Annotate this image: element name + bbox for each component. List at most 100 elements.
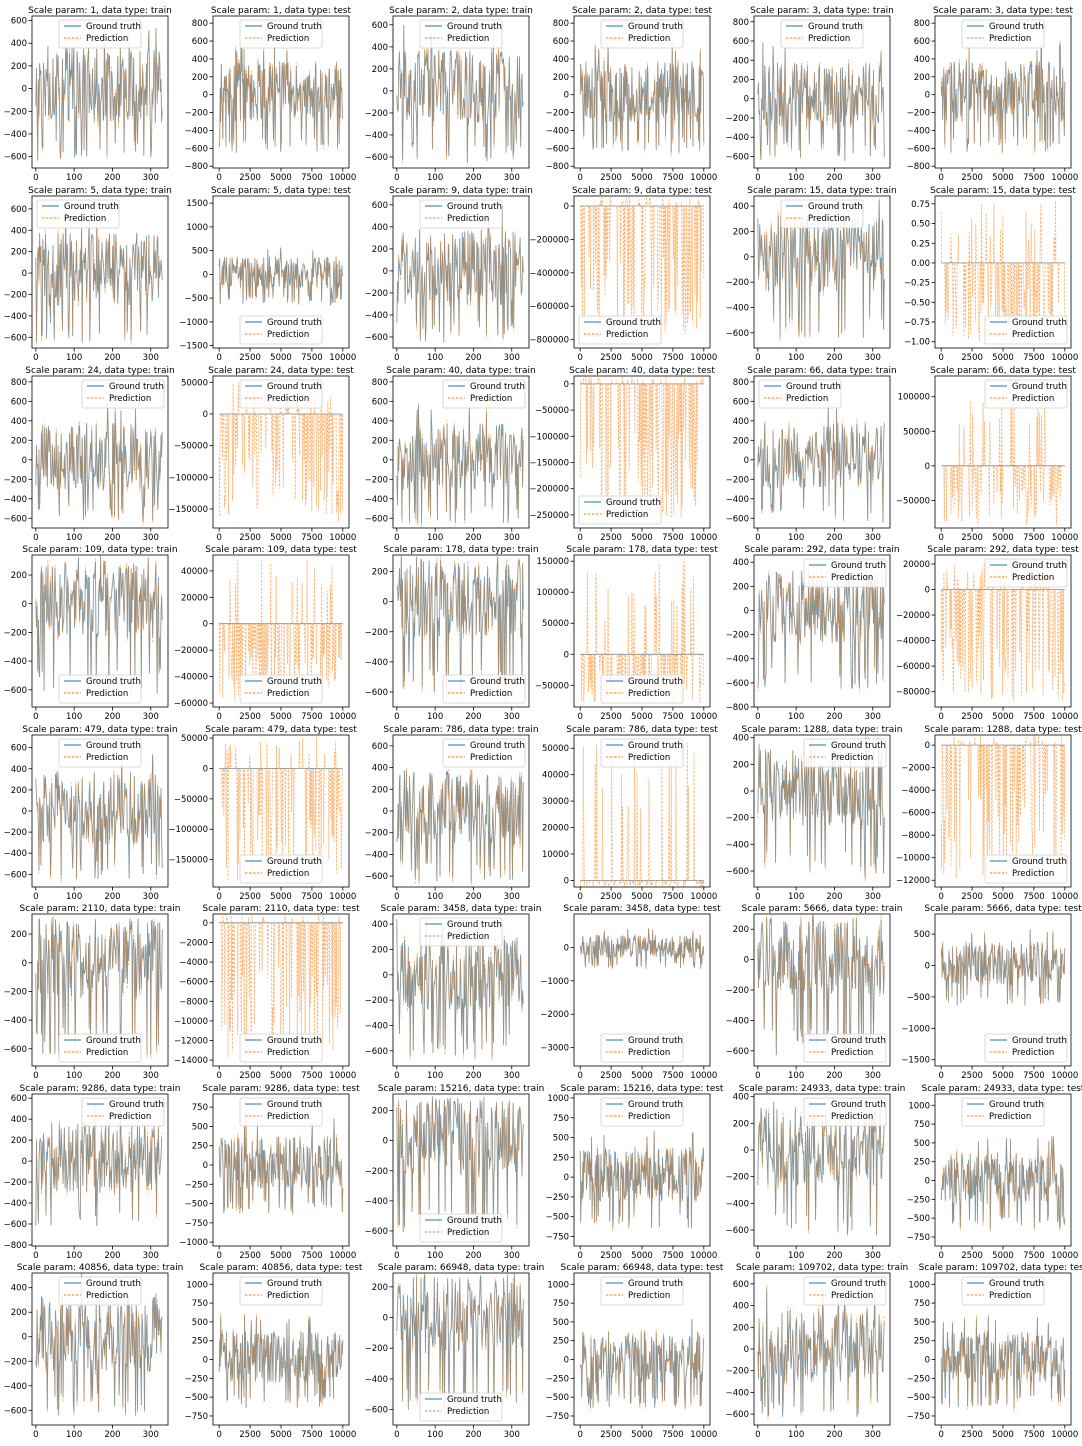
x-tick-label: 5000 <box>631 712 653 722</box>
subplot-title: Scale param: 2, data type: train <box>389 6 533 16</box>
legend-label: Prediction <box>267 1291 309 1301</box>
y-tick-label: −500 <box>185 294 208 304</box>
subplot-5: Scale param: 3, data type: train 0 100 200 3… <box>726 6 894 183</box>
subplot-35: Scale param: 5666, data type: train 0 100 2… <box>726 904 903 1081</box>
prediction-line <box>757 914 885 1056</box>
x-tick-label: 0 <box>33 1071 38 1081</box>
legend-label: Prediction <box>447 214 489 224</box>
y-tick-label: −600 <box>4 153 27 163</box>
subplot-48: Scale param: 109702, data type: test 0 250… <box>907 1263 1082 1440</box>
x-tick-label: 0 <box>216 353 221 363</box>
legend-box <box>803 1033 887 1063</box>
y-tick-label: −100000 <box>168 825 208 835</box>
x-tick-label: 10000 <box>329 892 356 902</box>
y-tick-label: 0 <box>203 410 208 420</box>
y-tick-label: −250 <box>185 1374 208 1384</box>
x-tick-label: 7500 <box>1023 1430 1045 1440</box>
y-tick-label: 0 <box>564 1173 569 1183</box>
y-tick-label: 400 <box>11 1115 27 1125</box>
y-tick-label: 1000 <box>547 1280 569 1290</box>
legend-label: Prediction <box>86 753 128 763</box>
y-tick-label: 200 <box>11 62 27 72</box>
legend-box <box>58 738 142 768</box>
y-tick-label: −200 <box>365 628 388 638</box>
prediction-line <box>35 1273 163 1417</box>
x-tick-label: 7500 <box>301 1430 323 1440</box>
y-tick-label: 0 <box>925 462 930 472</box>
x-tick-label: 0 <box>33 1251 38 1261</box>
y-tick-label: −200 <box>365 829 388 839</box>
prediction-line <box>940 558 1066 701</box>
x-tick-label: 7500 <box>1023 1251 1045 1261</box>
legend-label: Prediction <box>606 510 648 520</box>
legend-box <box>442 674 526 704</box>
y-tick-label: −2000 <box>179 938 208 948</box>
prediction-line <box>35 1105 163 1227</box>
x-tick-label: 300 <box>865 353 881 363</box>
y-tick-label: −250000 <box>529 511 569 521</box>
legend-label: Prediction <box>606 330 648 340</box>
y-tick-label: −200 <box>726 1367 749 1377</box>
y-tick-label: 600 <box>372 21 388 31</box>
y-tick-label: 200 <box>733 436 749 446</box>
y-tick-label: 50000 <box>542 619 569 629</box>
y-tick-label: −200 <box>365 109 388 119</box>
y-tick-label: 400 <box>372 223 388 233</box>
legend: Ground truth Prediction <box>58 1033 142 1063</box>
y-tick-label: −600 <box>365 153 388 163</box>
legend-box <box>81 379 165 409</box>
y-tick-label: −200 <box>365 996 388 1006</box>
legend-box <box>81 1097 165 1127</box>
x-tick-label: 300 <box>504 1251 520 1261</box>
legend-label: Prediction <box>1012 573 1054 583</box>
legend-label: Ground truth <box>628 1279 683 1289</box>
ground-truth-line <box>757 1287 885 1417</box>
legend-label: Prediction <box>786 394 828 404</box>
y-tick-label: 600 <box>11 205 27 215</box>
y-tick-label: 250 <box>914 1337 930 1347</box>
y-tick-label: −150000 <box>529 458 569 468</box>
y-tick-label: −40000 <box>896 637 930 647</box>
x-tick-label: 0 <box>216 892 221 902</box>
legend-box <box>419 1213 503 1243</box>
y-tick-label: 0 <box>22 959 27 969</box>
x-tick-label: 5000 <box>631 892 653 902</box>
legend-label: Ground truth <box>447 1216 502 1226</box>
prediction-line <box>396 918 524 1061</box>
y-tick-label: −400 <box>726 1388 749 1398</box>
x-tick-label: 7500 <box>1023 533 1045 543</box>
y-tick-label: 400 <box>11 765 27 775</box>
axes-frame <box>392 15 530 169</box>
legend-label: Ground truth <box>470 741 525 751</box>
y-tick-label: −200 <box>4 290 27 300</box>
y-tick-label: 50000 <box>542 744 569 754</box>
prediction-line <box>218 246 344 304</box>
legend-box <box>419 1392 503 1422</box>
y-tick-label: −600 <box>546 144 569 154</box>
y-tick-label: 0 <box>22 807 27 817</box>
legend-label: Prediction <box>808 34 850 44</box>
legend-box <box>600 738 684 768</box>
y-tick-label: 0 <box>744 606 749 616</box>
y-tick-label: −200 <box>365 1344 388 1354</box>
y-tick-label: −200 <box>4 107 27 117</box>
prediction-line <box>757 1102 885 1236</box>
y-tick-label: −0.75 <box>904 318 930 328</box>
x-tick-label: 2500 <box>961 173 983 183</box>
subplot-26: Scale param: 479, data type: test 0 2500 50… <box>168 725 357 902</box>
x-tick-label: 0 <box>938 533 943 543</box>
subplot-title: Scale param: 24, data type: train <box>25 366 174 376</box>
legend-box <box>578 495 662 525</box>
x-tick-label: 100 <box>66 533 82 543</box>
y-tick-label: 400 <box>11 39 27 49</box>
prediction-line <box>940 40 1066 155</box>
legend-label: Ground truth <box>267 382 322 392</box>
subplot-title: Scale param: 15, data type: train <box>747 186 896 196</box>
y-tick-label: −750 <box>907 1412 930 1422</box>
subplot-title: Scale param: 5, data type: test <box>211 186 352 196</box>
legend-label: Prediction <box>86 1048 128 1058</box>
